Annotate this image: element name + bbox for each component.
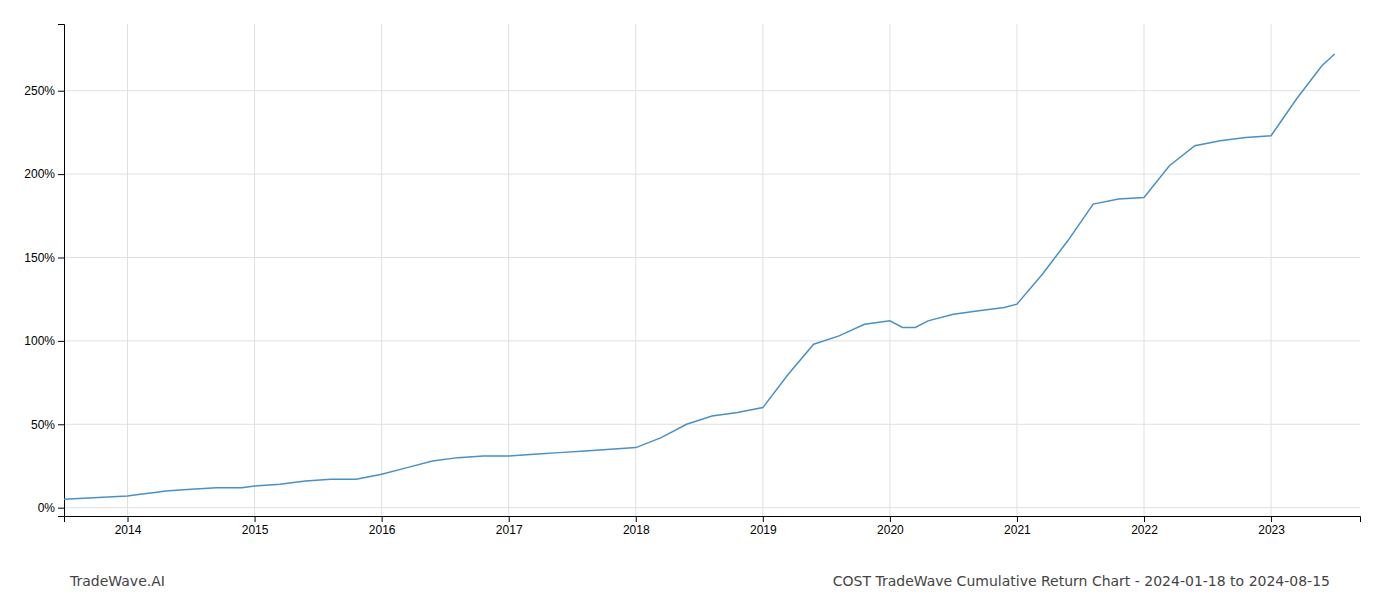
grid-line [635,24,636,516]
title: COST TradeWave Cumulative Return Chart -… [833,573,1330,589]
grid-line [381,24,382,516]
tick-label: 2019 [750,523,777,537]
tick: 200% [24,167,64,181]
tick-mark [255,516,256,522]
tick-label: 2018 [623,523,650,537]
tick: 2014 [115,516,142,537]
tick: 250% [24,84,64,98]
tick-mark [509,516,510,522]
tick: 2017 [496,516,523,537]
tick: 2016 [369,516,396,537]
tick-label: 2014 [115,523,142,537]
tick-mark [58,341,64,342]
tick-label: 250% [24,84,55,98]
tick-mark [382,516,383,522]
tick-label: 2021 [1004,523,1031,537]
axis-line [58,25,65,517]
grid-line [64,174,1360,175]
grid-line [254,24,255,516]
tick-mark [58,257,64,258]
tick: 2018 [623,516,650,537]
tick: 50% [31,418,64,432]
chart: 2014 2015 2016 2017 2018 2019 2020 2021 2022 2023… [0,0,1400,600]
grid-line [1271,24,1272,516]
x-axis: 2014 2015 2016 2017 2018 2019 2020 2021 2022 2023 [65,516,1361,537]
plot: 2014 2015 2016 2017 2018 2019 2020 2021 2022 2023… [24,24,1360,537]
tick-label: 50% [31,418,55,432]
tick-mark [763,516,764,522]
y-axis: 0% 50% 100% 150% 200% 250% [24,25,64,517]
tick-label: 100% [24,334,55,348]
tick: 100% [24,334,64,348]
marks [64,54,1335,499]
tick: 150% [24,251,64,265]
tick-mark [58,174,64,175]
tick: 2023 [1258,516,1285,537]
grid-line [64,90,1360,91]
tick: 0% [38,501,64,515]
tick-label: 0% [38,501,56,515]
tick: 2019 [750,516,777,537]
grid-line [1016,24,1017,516]
grid-line [1144,24,1145,516]
tick-mark [1271,516,1272,522]
tick: 2022 [1131,516,1158,537]
grid-line [64,507,1360,508]
grid-line [127,24,128,516]
tick-mark [1017,516,1018,522]
tick-label: 150% [24,251,55,265]
line [64,54,1335,499]
watermark: TradeWave.AI [69,573,165,589]
tick-mark [636,516,637,522]
tick-mark [890,516,891,522]
tick-label: 2016 [369,523,396,537]
tick-label: 2022 [1131,523,1158,537]
grid-line [64,257,1360,258]
grid-line [508,24,509,516]
grid [64,24,1360,516]
tick: 2015 [242,516,269,537]
tick-label: 2015 [242,523,269,537]
tick: 2021 [1004,516,1031,537]
tick: 2020 [877,516,904,537]
tick-mark [58,508,64,509]
grid-line [64,340,1360,341]
axis-line [65,517,1361,523]
tick-mark [1144,516,1145,522]
grid-line [64,424,1360,425]
tick-mark [58,424,64,425]
tick-mark [58,91,64,92]
tick-label: 2023 [1258,523,1285,537]
tick-mark [128,516,129,522]
tick-label: 200% [24,167,55,181]
tick-label: 2017 [496,523,523,537]
grid-line [762,24,763,516]
tick-label: 2020 [877,523,904,537]
grid-line [889,24,890,516]
